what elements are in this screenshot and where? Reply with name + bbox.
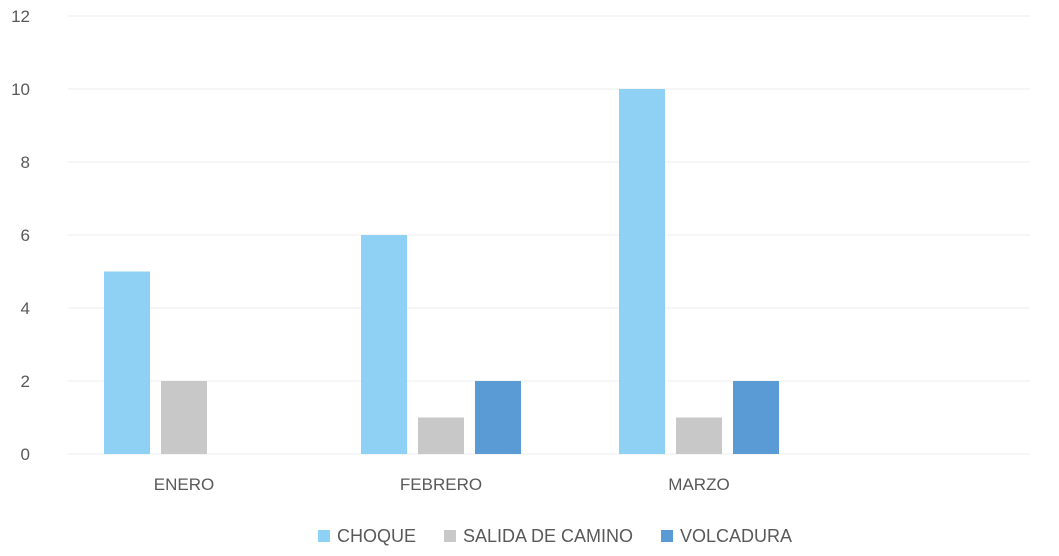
x-category-label-enero: ENERO: [154, 475, 214, 494]
y-tick-label-0: 0: [21, 445, 30, 464]
legend-swatch-salida-de-camino: [443, 530, 456, 542]
y-tick-label-8: 8: [21, 153, 30, 172]
y-tick-label-10: 10: [11, 80, 30, 99]
y-axis-tick-labels: 0 2 4 6 8 10 12: [11, 7, 30, 464]
bars: [104, 89, 779, 454]
y-tick-label-4: 4: [21, 299, 30, 318]
legend-label-salida-de-camino: SALIDA DE CAMINO: [463, 526, 633, 546]
y-tick-label-2: 2: [21, 372, 30, 391]
y-tick-label-12: 12: [11, 7, 30, 26]
legend-swatch-choque: [317, 530, 330, 542]
legend-label-choque: CHOQUE: [337, 526, 416, 546]
bar-marzo-choque: [619, 89, 665, 454]
bar-enero-salida-de-camino: [161, 381, 207, 454]
x-axis-category-labels: ENERO FEBRERO MARZO: [154, 475, 730, 494]
x-category-label-marzo: MARZO: [668, 475, 729, 494]
legend-label-volcadura: VOLCADURA: [680, 526, 792, 546]
y-tick-label-6: 6: [21, 226, 30, 245]
gridlines: [68, 15, 1030, 455]
bar-febrero-volcadura: [475, 381, 521, 454]
legend-swatch-volcadura: [661, 530, 674, 542]
bar-febrero-salida-de-camino: [418, 417, 464, 454]
bar-marzo-salida-de-camino: [676, 417, 722, 454]
x-category-label-febrero: FEBRERO: [400, 475, 482, 494]
bar-febrero-choque: [361, 235, 407, 454]
bar-enero-choque: [104, 271, 150, 454]
bar-marzo-volcadura: [733, 381, 779, 454]
legend: CHOQUE SALIDA DE CAMINO VOLCADURA: [317, 526, 792, 546]
